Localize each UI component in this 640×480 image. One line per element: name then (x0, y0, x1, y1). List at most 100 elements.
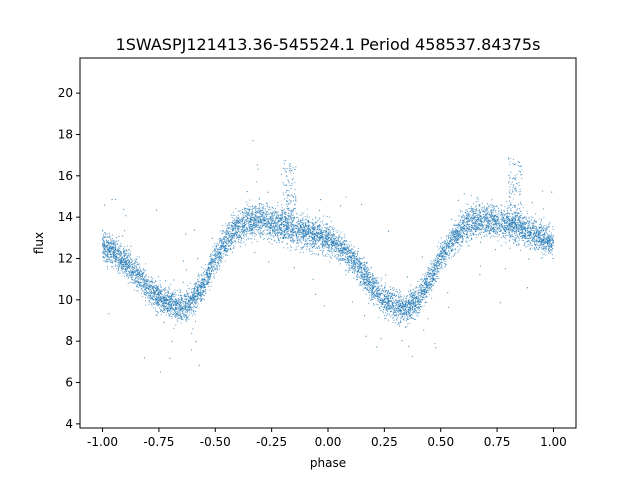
data-point (469, 230, 471, 232)
data-point (398, 295, 400, 297)
data-point (527, 228, 529, 230)
data-point (309, 228, 311, 230)
data-point (437, 262, 439, 264)
data-point (502, 229, 504, 231)
data-point (531, 237, 533, 239)
data-point (137, 263, 139, 265)
data-point (464, 221, 466, 224)
data-point (109, 249, 111, 251)
data-point (449, 248, 451, 250)
data-point (404, 326, 406, 328)
data-point (444, 253, 446, 255)
data-point (496, 221, 498, 223)
data-point (223, 231, 225, 233)
data-point (304, 245, 306, 247)
data-point (195, 286, 197, 288)
data-point (325, 244, 327, 246)
data-point (348, 247, 350, 250)
data-point (377, 291, 379, 293)
data-point (367, 292, 369, 294)
data-point (333, 228, 335, 231)
data-point (418, 307, 420, 309)
data-point (503, 210, 505, 212)
data-point (464, 228, 466, 231)
data-point (498, 222, 500, 224)
data-point (463, 219, 465, 221)
data-point (457, 223, 459, 225)
data-point (495, 232, 497, 234)
data-point (512, 235, 514, 237)
data-point (222, 253, 224, 255)
data-point (130, 254, 132, 256)
data-point (513, 232, 516, 234)
data-point (124, 259, 126, 261)
data-point (483, 229, 485, 231)
data-point (310, 226, 312, 228)
data-point (177, 317, 179, 320)
data-point (549, 242, 551, 244)
data-point (120, 243, 122, 245)
data-point (305, 229, 307, 231)
data-point (340, 246, 342, 248)
data-point (171, 302, 173, 304)
data-point (180, 312, 182, 314)
data-point (430, 260, 432, 262)
data-point (356, 254, 358, 256)
data-point (174, 289, 176, 291)
data-point (249, 199, 251, 201)
data-point (247, 220, 249, 222)
data-point (204, 269, 206, 271)
data-point (343, 251, 345, 253)
data-point (551, 237, 553, 239)
data-point (277, 228, 279, 231)
data-point (356, 275, 358, 277)
data-point (105, 239, 107, 241)
data-point (460, 211, 462, 213)
data-point (545, 237, 547, 239)
data-point (359, 283, 361, 285)
data-point (233, 232, 236, 234)
data-point (354, 250, 356, 252)
data-point (399, 308, 402, 310)
data-point (146, 292, 148, 294)
data-point (484, 218, 486, 220)
data-point (216, 256, 218, 258)
data-point (104, 242, 106, 244)
data-point (188, 314, 190, 316)
data-point (143, 285, 145, 287)
data-point (115, 254, 117, 256)
data-point (408, 291, 410, 293)
data-point (115, 245, 117, 247)
data-point (155, 292, 157, 294)
data-points (102, 139, 554, 373)
data-point (459, 224, 461, 226)
data-point (337, 260, 339, 262)
data-point (211, 251, 213, 253)
data-point (369, 276, 372, 278)
data-point (318, 229, 320, 231)
data-point (481, 219, 483, 221)
data-point (518, 240, 520, 242)
data-point (448, 258, 451, 260)
data-point (445, 265, 447, 267)
data-point (291, 233, 293, 235)
data-point (431, 297, 433, 299)
data-point (470, 214, 472, 216)
data-point (267, 219, 269, 221)
data-point (545, 225, 547, 227)
data-point (521, 219, 523, 221)
data-point (549, 222, 551, 224)
data-point (321, 227, 323, 229)
data-point (211, 281, 213, 283)
data-point (357, 276, 359, 278)
data-point (351, 259, 353, 261)
data-point (254, 213, 256, 215)
data-point (493, 217, 496, 219)
data-point (531, 235, 533, 237)
data-point (469, 228, 471, 230)
data-point (273, 214, 275, 216)
data-point (120, 264, 122, 266)
data-point (124, 270, 126, 272)
data-point (228, 236, 230, 238)
data-point (376, 286, 378, 288)
